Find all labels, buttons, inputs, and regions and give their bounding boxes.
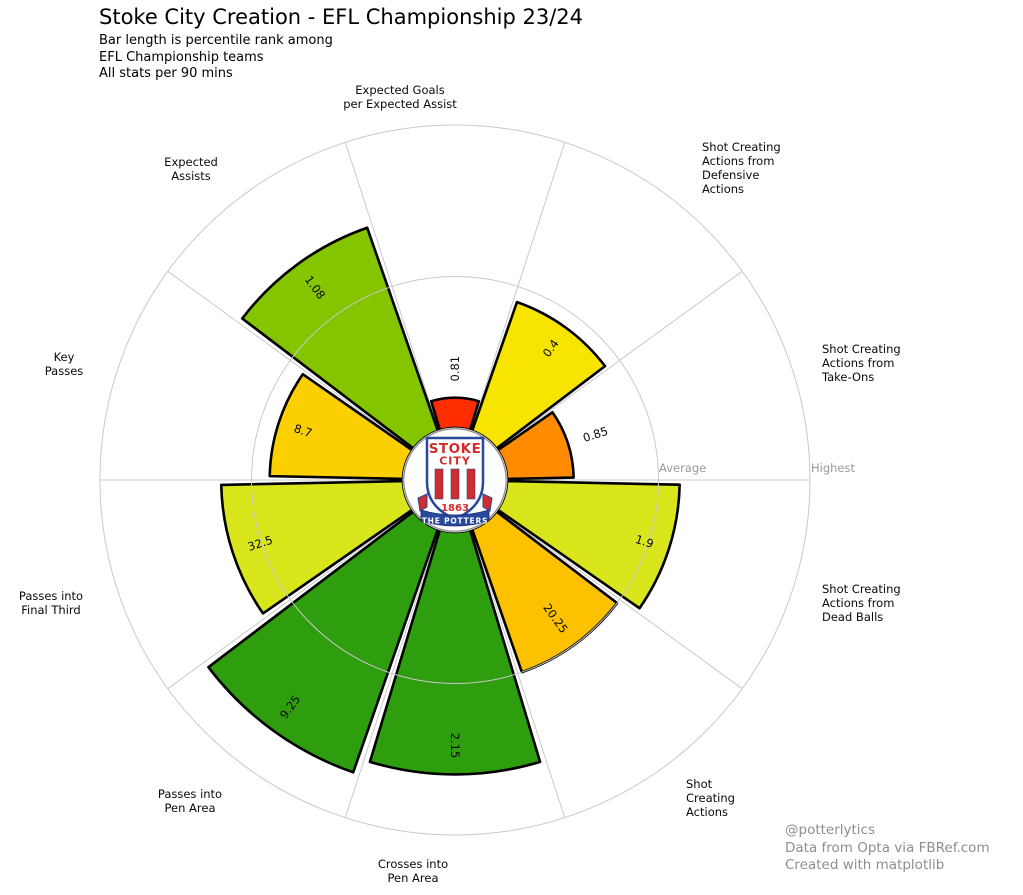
pizza-slices-layer [207,226,681,776]
slice-value-label-2: 0.85 [581,424,610,445]
slice-value-label-0: 0.81 [448,356,462,382]
subtitle-line-2: EFL Championship teams [99,49,264,65]
ring-gridline [99,124,811,836]
chart-header: Stoke City Creation - EFL Championship 2… [99,5,583,83]
average-reference-label: Average [659,461,706,475]
badge-ribbon-tail-left [417,493,428,512]
badge-club-name-line1: STOKE [429,441,482,457]
credits: @potterlytics Data from Opta via FBRef.c… [785,822,990,875]
badge-ribbon-tail-right [482,493,493,512]
ring-gridline [402,427,508,533]
subtitle-line-1: Bar length is percentile rank among [99,33,333,48]
chart-subtitle: Bar length is percentile rank among EFL … [99,33,583,83]
badge-motto-ribbon [420,509,490,527]
chart-title: Stoke City Creation - EFL Championship 2… [99,5,583,29]
credit-line-2: Data from Opta via FBRef.com [785,839,990,856]
badge-stripes [434,468,476,500]
credit-line-3: Created with matplotlib [785,857,945,873]
slice-value-label-5: 2.15 [448,733,462,759]
stoke-city-badge: STOKE CITY 1863 THE POTTERS [403,428,507,532]
ring-gridlines-layer [99,124,811,836]
badge-year: 1863 [441,503,469,514]
badge-club-name-line2: CITY [439,455,471,468]
highest-reference-label: Highest [811,461,855,475]
subtitle-line-3: All stats per 90 mins [99,66,233,81]
slice-value-label-3: 1.9 [634,532,656,551]
badge-motto: THE POTTERS [422,517,489,526]
ring-gridline [251,276,659,684]
reference-labels-layer: Average Highest [659,461,855,475]
slice-value-label-8: 8.7 [292,421,314,440]
credit-line-1: @potterlytics [785,822,876,838]
pizza-slice-0 [429,396,481,432]
